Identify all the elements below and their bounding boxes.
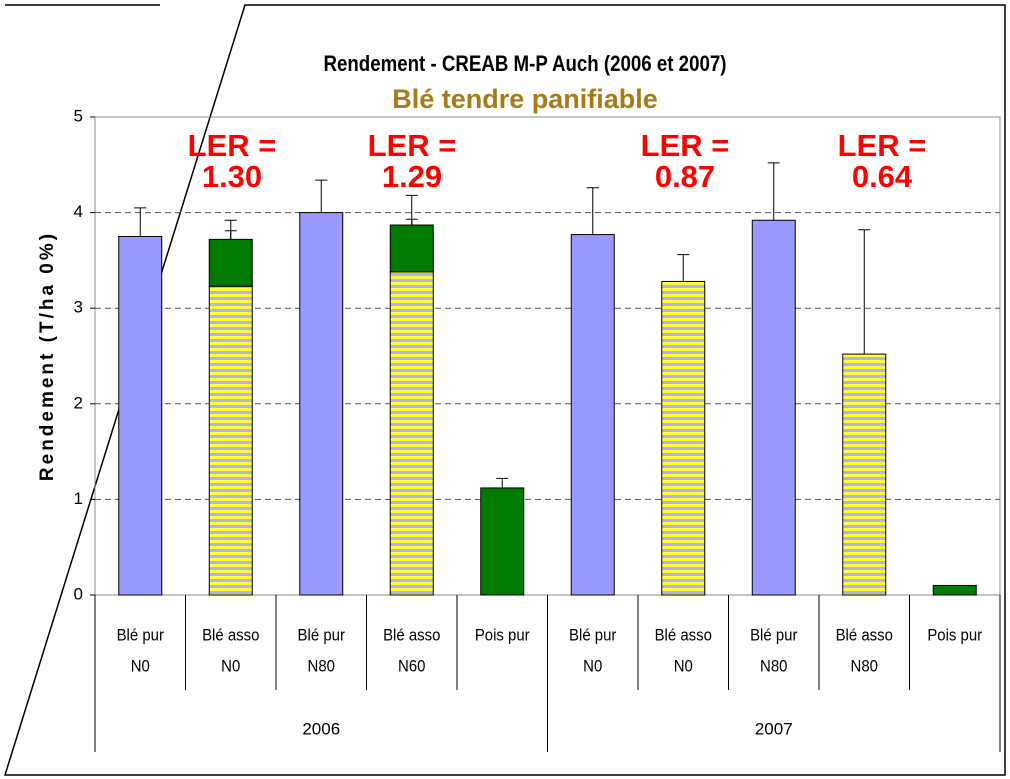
y-tick-label: 0: [74, 584, 83, 603]
x-tick-label: N0: [221, 658, 240, 676]
x-tick-label: N0: [583, 658, 602, 676]
annotation: LER =: [641, 128, 730, 163]
x-tick-label: Blé pur: [569, 627, 617, 645]
error-bar: [858, 229, 871, 355]
group-label: 2007: [755, 719, 793, 738]
annotation: 0.64: [852, 159, 913, 194]
y-tick-label: 4: [74, 202, 83, 221]
chart-title: Rendement - CREAB M-P Auch (2006 et 2007…: [324, 52, 727, 76]
x-tick-label: Pois pur: [927, 627, 982, 645]
bar: [661, 280, 706, 596]
x-tick-label: Blé pur: [750, 627, 798, 645]
error-bar: [677, 254, 690, 282]
error-bar: [586, 187, 599, 235]
x-tick-label: N80: [760, 658, 788, 676]
x-tick-label: Pois pur: [475, 627, 530, 645]
bar: [208, 285, 253, 596]
frame: [3, 4, 1006, 776]
bar: [932, 584, 977, 596]
y-tick-label: 5: [74, 106, 83, 125]
x-tick-label: Blé asso: [655, 627, 712, 645]
annotation: 1.29: [382, 159, 442, 194]
x-tick-label: N0: [674, 658, 693, 676]
x-tick-label: N0: [131, 658, 150, 676]
x-tick-label: N80: [308, 658, 336, 676]
y-tick-label: 1: [74, 489, 83, 508]
bar: [570, 234, 615, 596]
y-axis-label: Rendement (T/ha 0%): [37, 231, 58, 481]
y-tick-label: 3: [74, 298, 83, 317]
bar: [751, 219, 796, 596]
bar: [480, 487, 525, 596]
y-tick-label: 2: [74, 393, 83, 412]
bar: [299, 212, 344, 596]
annotation: LER =: [838, 128, 927, 163]
annotation: 0.87: [655, 159, 715, 194]
error-bar: [767, 162, 780, 221]
x-tick-label: Blé pur: [298, 627, 346, 645]
x-tick-label: N80: [851, 658, 879, 676]
bar: [118, 236, 163, 596]
x-tick-label: Blé asso: [836, 627, 893, 645]
chart-subtitle: Blé tendre panifiable: [392, 84, 658, 114]
x-tick-label: N60: [398, 658, 426, 676]
x-tick-label: Blé pur: [117, 627, 165, 645]
bar: [389, 224, 434, 273]
error-bar: [134, 207, 147, 237]
bar: [208, 238, 253, 287]
error-bar: [224, 219, 237, 240]
bar: [389, 271, 434, 596]
annotation: LER =: [188, 128, 277, 163]
x-tick-label: Blé asso: [383, 627, 440, 645]
error-bar: [315, 179, 328, 213]
group-label: 2006: [302, 719, 340, 738]
x-tick-label: Blé asso: [202, 627, 259, 645]
error-bar: [405, 194, 418, 226]
annotation: 1.30: [202, 159, 262, 194]
annotation: LER =: [368, 128, 457, 163]
error-bar: [496, 477, 509, 488]
bar: [842, 353, 887, 596]
